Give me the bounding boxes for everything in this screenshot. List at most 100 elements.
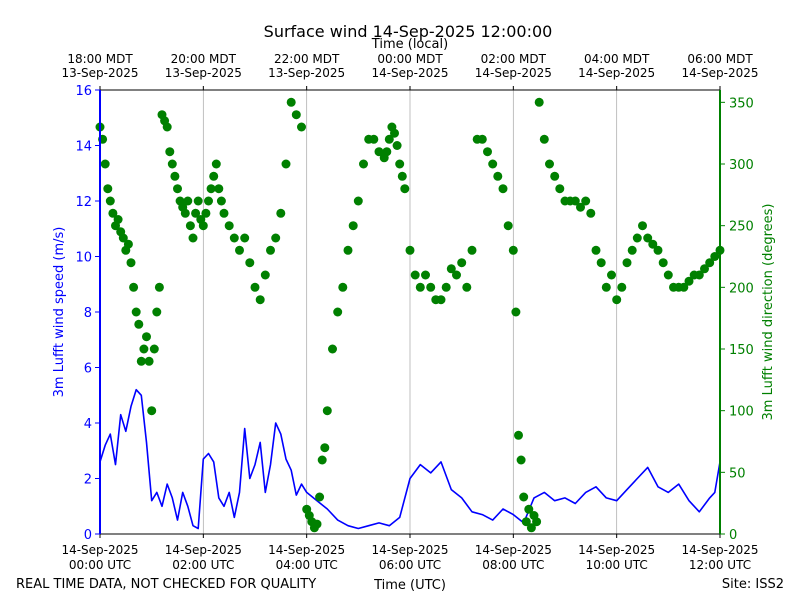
wind-direction-point [390, 128, 399, 138]
wind-direction-point [113, 215, 123, 224]
bottom-tick-date: 14-Sep-2025 [268, 543, 345, 557]
right-y-tick-label: 350 [729, 96, 754, 111]
wind-direction-point [147, 406, 157, 416]
left-y-tick-label: 8 [84, 306, 92, 321]
wind-direction-point [185, 221, 195, 231]
top-tick-time: 00:00 MDT [377, 52, 443, 66]
chart-title: Surface wind 14-Sep-2025 12:00:00 [264, 22, 553, 41]
bottom-tick-time: 02:00 UTC [172, 558, 234, 572]
wind-direction-point [173, 184, 182, 194]
wind-direction-point [462, 282, 472, 292]
wind-direction-point [601, 282, 611, 292]
bottom-tick-date: 14-Sep-2025 [475, 543, 552, 557]
wind-direction-point [333, 307, 343, 317]
wind-direction-point [229, 233, 239, 243]
wind-direction-point [276, 208, 286, 218]
wind-direction-point [320, 443, 330, 453]
wind-direction-point [240, 233, 250, 243]
wind-direction-point [183, 196, 193, 206]
left-y-tick-label: 12 [75, 195, 92, 210]
top-tick-time: 04:00 MDT [584, 52, 650, 66]
top-tick-date: 14-Sep-2025 [475, 66, 552, 80]
wind-direction-point [281, 159, 291, 169]
wind-direction-point [421, 270, 430, 280]
wind-direction-point [291, 110, 301, 120]
wind-direction-point [170, 171, 180, 181]
top-tick-time: 02:00 MDT [481, 52, 547, 66]
wind-direction-point [643, 233, 653, 243]
top-axis-label: Time (local) [371, 37, 448, 52]
wind-direction-point [211, 159, 221, 169]
top-tick-date: 13-Sep-2025 [165, 66, 242, 80]
right-y-tick-label: 0 [729, 528, 737, 543]
bottom-tick-date: 14-Sep-2025 [371, 543, 448, 557]
wind-direction-point [328, 344, 337, 354]
wind-speed-line [99, 388, 721, 530]
wind-direction-point [400, 184, 410, 194]
wind-direction-point [617, 282, 627, 292]
wind-direction-point [446, 264, 456, 274]
wind-direction-point [374, 147, 384, 157]
wind-direction-point [118, 233, 128, 243]
wind-direction-point [384, 134, 394, 144]
wind-direction-point [235, 245, 244, 255]
wind-direction-point [684, 276, 694, 286]
wind-direction-point [521, 517, 531, 527]
wind-direction-point [632, 233, 642, 243]
wind-direction-point [317, 455, 327, 465]
wind-direction-point [154, 282, 164, 292]
bottom-tick-date: 14-Sep-2025 [61, 543, 138, 557]
wind-direction-point [658, 258, 668, 268]
wind-direction-point [467, 245, 477, 255]
wind-direction-point [392, 141, 402, 150]
wind-direction-point [165, 147, 175, 157]
wind-direction-point [193, 196, 203, 206]
bottom-tick-time: 12:00 UTC [689, 558, 751, 572]
wind-direction-point [555, 184, 565, 194]
wind-direction-point [483, 147, 492, 157]
wind-direction-point [209, 171, 219, 181]
wind-direction-point [526, 523, 536, 533]
wind-direction-point [131, 307, 141, 317]
wind-direction-point [162, 122, 172, 132]
right-y-tick-label: 150 [729, 343, 754, 358]
wind-direction-point [477, 134, 487, 144]
wind-direction-point [516, 455, 526, 465]
top-tick-date: 14-Sep-2025 [371, 66, 448, 80]
left-y-axis-label: 3m Lufft wind speed (m/s) [52, 227, 67, 398]
wind-direction-point [700, 264, 709, 274]
wind-direction-point [545, 159, 554, 169]
wind-direction-point [198, 221, 208, 231]
bottom-tick-time: 04:00 UTC [276, 558, 338, 572]
bottom-tick-time: 06:00 UTC [379, 558, 441, 572]
wind-direction-point [436, 295, 446, 305]
left-y-tick-label: 14 [75, 140, 92, 155]
wind-direction-point [576, 202, 585, 212]
wind-direction-point [144, 356, 154, 366]
wind-direction-point [312, 519, 322, 529]
wind-direction-point [395, 159, 405, 169]
wind-direction-point [441, 282, 451, 292]
wind-direction-point [250, 282, 260, 292]
wind-direction-point [123, 239, 133, 249]
wind-direction-point [338, 282, 348, 292]
wind-direction-point [286, 97, 296, 107]
wind-direction-series [95, 97, 725, 533]
top-tick-date: 14-Sep-2025 [681, 66, 758, 80]
wind-direction-point [108, 208, 118, 218]
vertical-gridlines [202, 90, 618, 534]
wind-direction-point [452, 270, 461, 280]
wind-direction-point [524, 504, 534, 514]
left-y-tick-label: 4 [84, 417, 92, 432]
wind-direction-point [191, 208, 201, 218]
top-tick-date: 13-Sep-2025 [268, 66, 345, 80]
right-y-tick-label: 50 [729, 466, 746, 481]
wind-direction-point [103, 184, 113, 194]
bottom-tick-time: 00:00 UTC [69, 558, 131, 572]
wind-direction-point [180, 208, 190, 218]
left-y-tick-label: 10 [75, 251, 92, 266]
site-label: Site: ISS2 [722, 577, 784, 592]
wind-direction-point [255, 295, 265, 305]
wind-direction-point [271, 233, 281, 243]
